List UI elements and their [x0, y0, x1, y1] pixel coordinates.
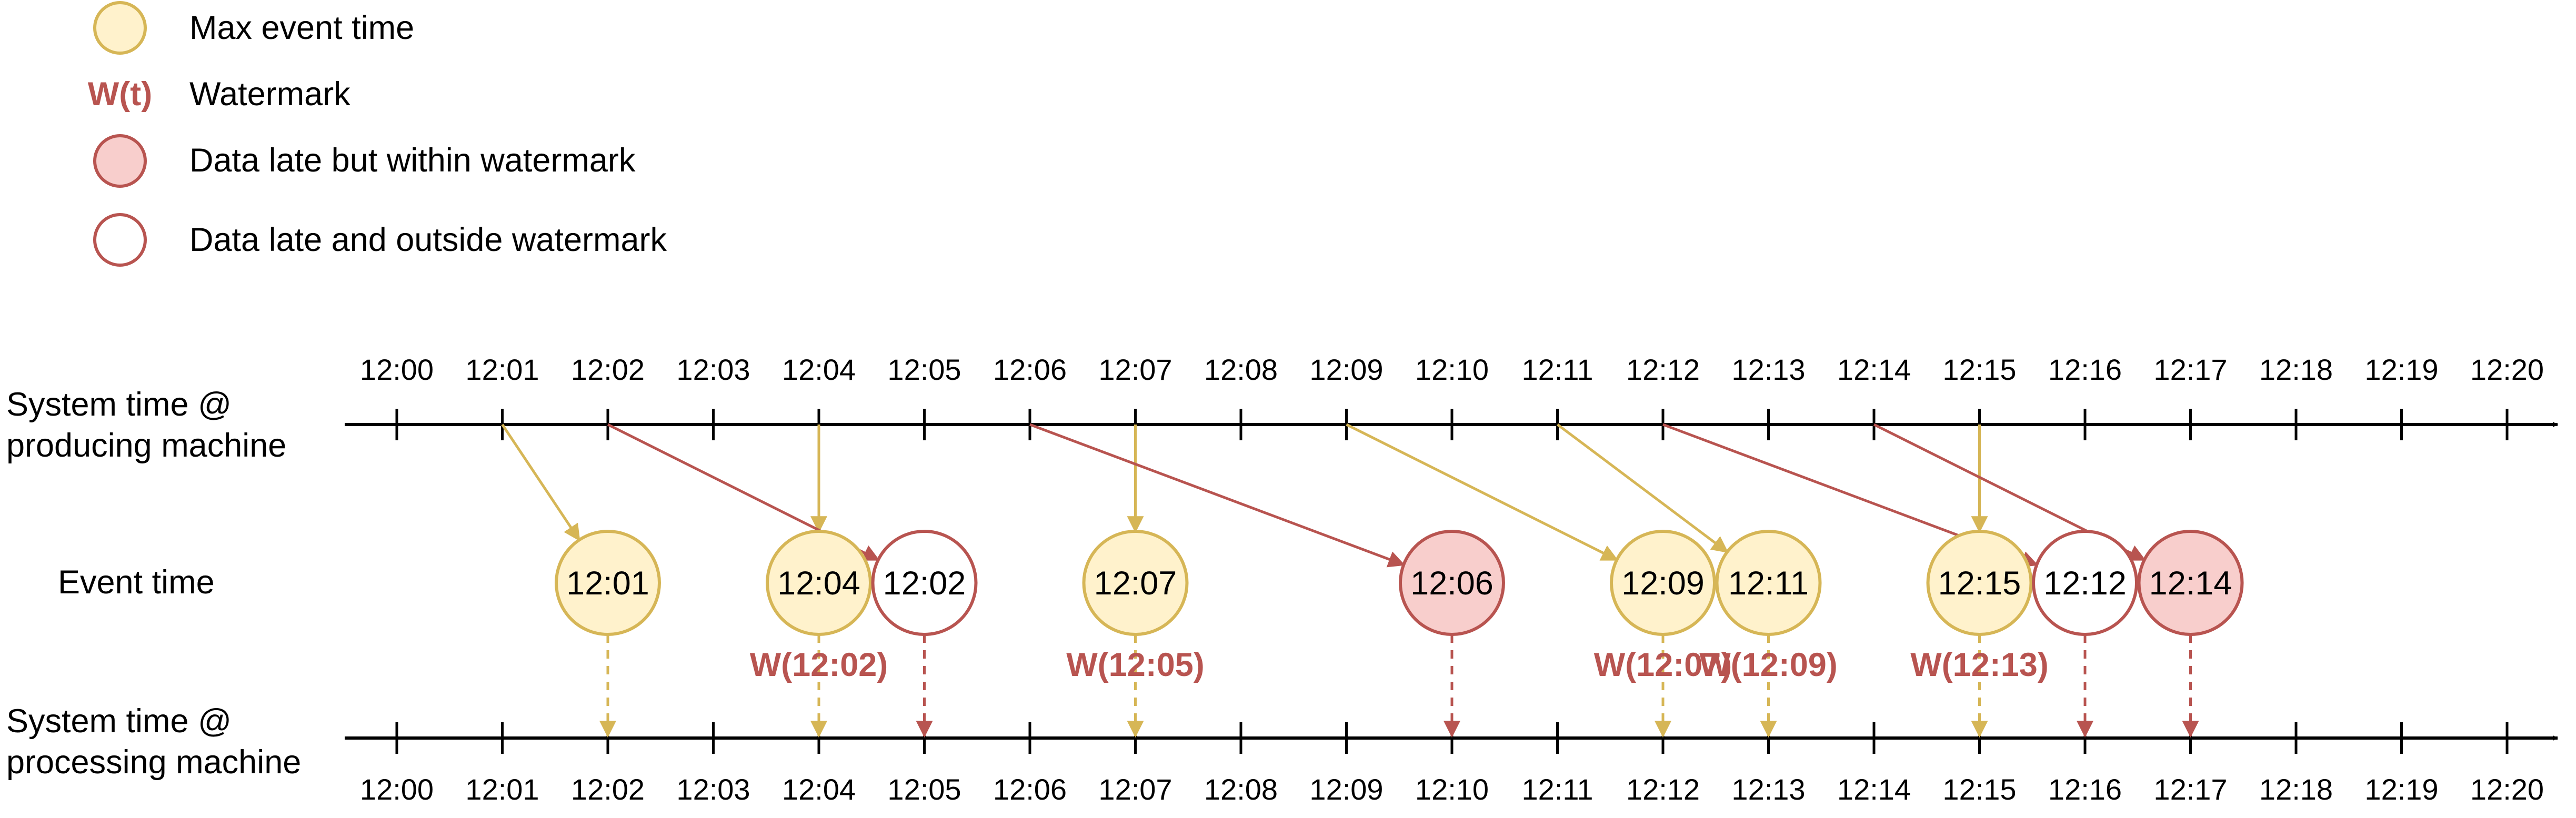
- producing-ticks: 12:00 12:01 12:02 12:03 12:04 12:05 12:06 12:07…: [360, 353, 2544, 440]
- producing-tick-label: 12:19: [2364, 353, 2438, 386]
- producing-machine-label: System time @ producing machine: [6, 386, 286, 464]
- producing-tick-label: 12:02: [571, 353, 645, 386]
- producing-tick-label: 12:12: [1626, 353, 1700, 386]
- processing-ticks: 12:00 12:01 12:02 12:03 12:04 12:05 12:06 12:07…: [360, 722, 2544, 806]
- legend-watermark-label: Watermark: [189, 76, 350, 113]
- event-node-label: 12:14: [2149, 565, 2232, 602]
- producing-tick-label: 12:07: [1098, 353, 1172, 386]
- event-node-label: 12:01: [566, 565, 649, 602]
- processing-tick-label: 12:07: [1098, 773, 1172, 806]
- processing-tick-label: 12:06: [993, 773, 1067, 806]
- event-node-label: 12:06: [1410, 565, 1494, 602]
- producing-tick-label: 12:15: [1942, 353, 2016, 386]
- processing-tick-label: 12:11: [1522, 773, 1593, 806]
- processing-tick-label: 12:15: [1942, 773, 2016, 806]
- producing-tick-label: 12:10: [1415, 353, 1489, 386]
- event-node-label: 12:04: [777, 565, 860, 602]
- producing-tick-label: 12:13: [1731, 353, 1805, 386]
- event-node: [1926, 530, 2033, 636]
- producing-tick-label: 12:06: [993, 353, 1067, 386]
- event-node: [1715, 530, 1822, 636]
- emit-arrow: [1029, 423, 1406, 568]
- processing-tick-label: 12:19: [2364, 773, 2438, 806]
- processing-tick-label: 12:09: [1309, 773, 1383, 806]
- legend-watermark-symbol: W(t): [88, 76, 152, 113]
- emit-arrow: [1556, 423, 1729, 553]
- watermark-label: W(12:05): [1066, 647, 1205, 683]
- producing-label-line1: System time @: [6, 386, 232, 423]
- event-node: [871, 530, 978, 636]
- event-node-label: 12:02: [883, 565, 966, 602]
- producing-tick-label: 12:01: [465, 353, 539, 386]
- processing-tick-label: 12:14: [1837, 773, 1911, 806]
- event-node: [555, 530, 661, 636]
- event-node: [766, 530, 872, 636]
- event-node: [1610, 530, 1716, 636]
- event-time-label: Event time: [58, 564, 215, 601]
- producing-label-line2: producing machine: [6, 427, 286, 464]
- event-node-label: 12:11: [1728, 565, 1809, 602]
- event-node-label: 12:09: [1621, 565, 1705, 602]
- processing-tick-label: 12:04: [782, 773, 856, 806]
- producing-tick-label: 12:17: [2153, 353, 2227, 386]
- legend: Max event time W(t) Watermark Data late …: [88, 1, 667, 267]
- watermark-label: W(12:13): [1910, 647, 2049, 683]
- processing-tick-label: 12:03: [676, 773, 750, 806]
- legend-late-within-swatch: [93, 134, 147, 188]
- processing-tick-label: 12:13: [1731, 773, 1805, 806]
- event-node: [2032, 530, 2138, 636]
- emit-arrow: [501, 423, 580, 542]
- event-node-label: 12:07: [1094, 565, 1177, 602]
- processing-tick-label: 12:16: [2048, 773, 2122, 806]
- producing-tick-label: 12:03: [676, 353, 750, 386]
- producing-tick-label: 12:05: [887, 353, 961, 386]
- processing-tick-label: 12:08: [1204, 773, 1278, 806]
- producing-tick-label: 12:08: [1204, 353, 1278, 386]
- legend-max-event-label: Max event time: [189, 9, 414, 46]
- watermark-label: W(12:09): [1699, 647, 1838, 683]
- watermark-label: W(12:07): [1594, 647, 1732, 683]
- producing-tick-label: 12:16: [2048, 353, 2122, 386]
- event-nodes: 12:01 12:04 W(12:02) 12:02 12:07 W(12:05) 12:0…: [555, 530, 2244, 683]
- producing-tick-label: 12:14: [1837, 353, 1911, 386]
- processing-label-line1: System time @: [6, 703, 232, 740]
- producing-tick-label: 12:09: [1309, 353, 1383, 386]
- event-node-label: 12:12: [2043, 565, 2127, 602]
- processing-tick-label: 12:20: [2470, 773, 2544, 806]
- processing-tick-label: 12:17: [2153, 773, 2227, 806]
- legend-late-outside-swatch: [93, 213, 147, 267]
- processing-tick-label: 12:10: [1415, 773, 1489, 806]
- legend-late-within-label: Data late but within watermark: [189, 142, 636, 179]
- legend-late-outside-label: Data late and outside watermark: [189, 221, 667, 258]
- producing-tick-label: 12:00: [360, 353, 434, 386]
- processing-machine-label: System time @ processing machine: [6, 703, 301, 781]
- processing-tick-label: 12:00: [360, 773, 434, 806]
- processing-label-line2: processing machine: [6, 744, 301, 781]
- event-node: [1399, 530, 1505, 636]
- processing-tick-label: 12:12: [1626, 773, 1700, 806]
- producing-tick-label: 12:11: [1522, 353, 1593, 386]
- processing-tick-label: 12:18: [2259, 773, 2333, 806]
- watermark-label: W(12:02): [750, 647, 888, 683]
- producing-tick-label: 12:04: [782, 353, 856, 386]
- processing-tick-label: 12:05: [887, 773, 961, 806]
- event-node-label: 12:15: [1938, 565, 2021, 602]
- processing-tick-label: 12:02: [571, 773, 645, 806]
- processing-tick-label: 12:01: [465, 773, 539, 806]
- legend-max-event-swatch: [93, 1, 147, 55]
- event-node: [2137, 530, 2244, 636]
- producing-tick-label: 12:18: [2259, 353, 2333, 386]
- emit-arrow: [1346, 423, 1619, 561]
- producing-tick-label: 12:20: [2470, 353, 2544, 386]
- event-node: [1082, 530, 1189, 636]
